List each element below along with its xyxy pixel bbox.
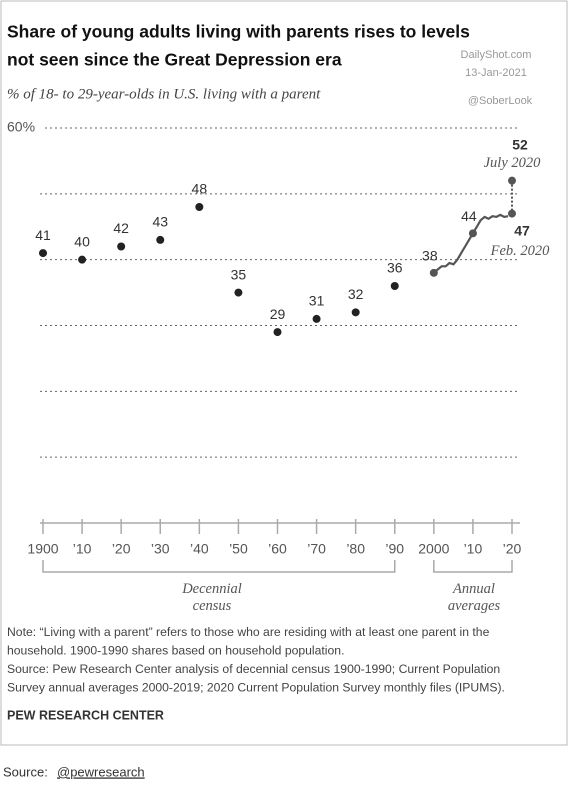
source: Source: Pew Research Center analysis of … bbox=[7, 662, 500, 676]
x-tick-label: 1900 bbox=[27, 541, 58, 557]
data-label: 32 bbox=[348, 286, 364, 302]
note: Note: “Living with a parent” refers to t… bbox=[7, 625, 490, 639]
data-label: 47 bbox=[514, 222, 530, 238]
x-tick-label: ’20 bbox=[112, 541, 131, 557]
highlight-label: July 2020 bbox=[484, 155, 542, 171]
data-point bbox=[351, 308, 360, 317]
subtitle: % of 18- to 29-year-olds in U.S. living … bbox=[7, 86, 321, 102]
data-point bbox=[312, 314, 321, 323]
data-label: 36 bbox=[387, 260, 403, 276]
data-point bbox=[429, 268, 438, 277]
x-tick-label: ’20 bbox=[503, 541, 522, 557]
bracket bbox=[433, 560, 513, 573]
data-label: 41 bbox=[35, 227, 51, 243]
x-tick-label: ’90 bbox=[385, 541, 404, 557]
x-tick-label: ’10 bbox=[73, 541, 92, 557]
data-point bbox=[508, 176, 516, 185]
data-point bbox=[195, 203, 204, 211]
data-label: 52 bbox=[512, 136, 528, 152]
data-label: 44 bbox=[461, 208, 477, 224]
chart-title: Share of young adults living with parent… bbox=[7, 22, 470, 42]
y-tick-label: 60% bbox=[7, 119, 35, 135]
x-tick-label: ’70 bbox=[307, 541, 326, 557]
data-point bbox=[117, 242, 126, 251]
data-label: 48 bbox=[192, 181, 208, 197]
series-label: Decennial census bbox=[181, 581, 242, 614]
x-tick-label: ’50 bbox=[229, 541, 248, 557]
data-point bbox=[390, 282, 399, 290]
bracket bbox=[42, 560, 396, 573]
note: household. 1900-1990 shares based on hou… bbox=[7, 644, 344, 658]
data-point bbox=[156, 235, 165, 244]
series-label: Annual averages bbox=[448, 581, 501, 614]
data-point bbox=[78, 255, 87, 264]
credit-prefix: Source: bbox=[3, 764, 48, 779]
x-tick-label: ’30 bbox=[151, 541, 170, 557]
data-label: 29 bbox=[270, 306, 286, 322]
data-point bbox=[39, 249, 47, 258]
data-label: 42 bbox=[113, 220, 129, 236]
data-point bbox=[508, 209, 516, 218]
credit-link[interactable]: @pewresearch bbox=[57, 764, 145, 779]
frame bbox=[0, 0, 568, 746]
data-label: 31 bbox=[309, 293, 325, 309]
data-point bbox=[234, 288, 243, 297]
x-tick-label: ’40 bbox=[190, 541, 209, 557]
data-point bbox=[273, 328, 282, 337]
x-tick-label: ’80 bbox=[346, 541, 365, 557]
data-label: 43 bbox=[152, 214, 168, 230]
x-tick-label: ’60 bbox=[268, 541, 287, 557]
x-tick-label: ’10 bbox=[464, 541, 483, 557]
watermark: @SoberLook bbox=[468, 95, 533, 107]
chart-title: not seen since the Great Depression era bbox=[7, 50, 342, 70]
data-point bbox=[468, 229, 477, 238]
publisher: PEW RESEARCH CENTER bbox=[7, 708, 164, 722]
source: Survey annual averages 2000-2019; 2020 C… bbox=[7, 681, 505, 695]
data-label: 40 bbox=[74, 233, 90, 249]
watermark: DailyShot.com bbox=[461, 49, 532, 61]
x-tick-label: 2000 bbox=[418, 541, 449, 557]
highlight-label: Feb. 2020 bbox=[490, 243, 551, 259]
data-label: 35 bbox=[231, 266, 247, 282]
watermark: 13-Jan-2021 bbox=[465, 67, 527, 79]
data-label: 38 bbox=[422, 248, 438, 264]
